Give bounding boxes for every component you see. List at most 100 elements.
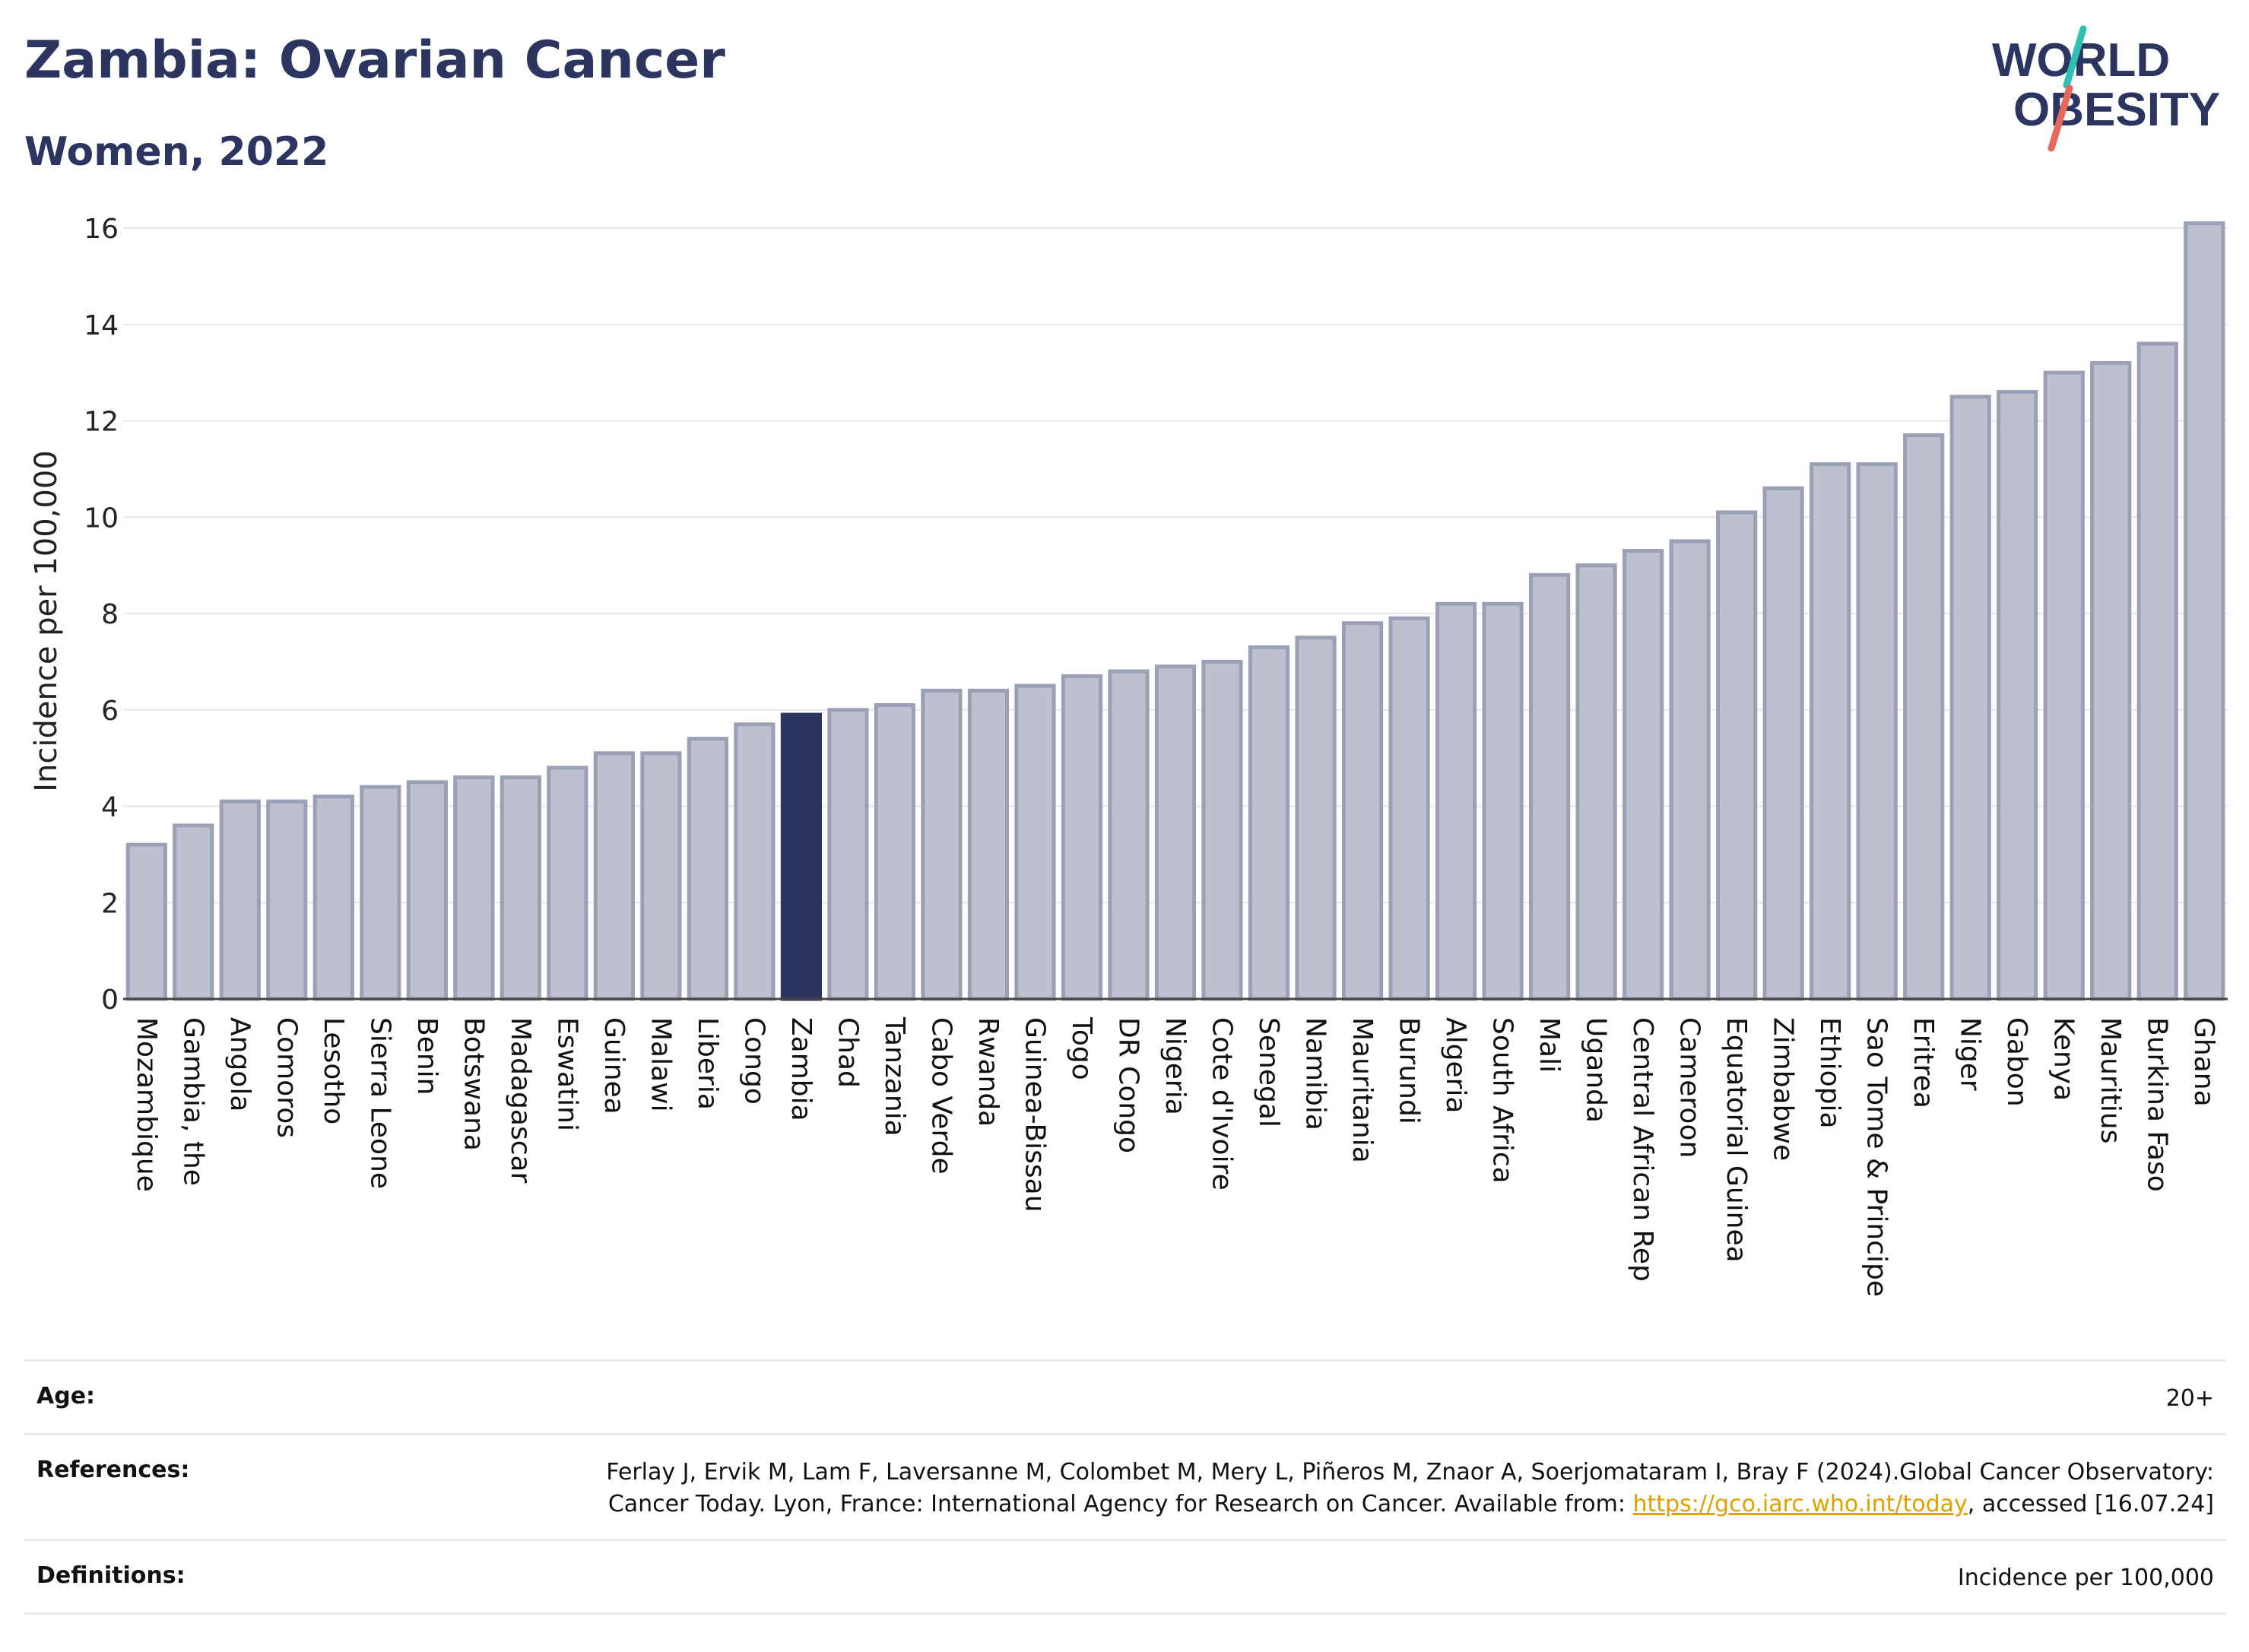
x-tick-label: South Africa: [1487, 1017, 1518, 1184]
footer-definitions-row: Definitions: Incidence per 100,000: [24, 1539, 2226, 1615]
x-tick-label: Ghana: [2188, 1017, 2219, 1107]
x-tick-label: Cameroon: [1674, 1017, 1705, 1158]
x-tick-label: Chad: [832, 1017, 863, 1088]
x-tick-label: Nigeria: [1159, 1017, 1191, 1115]
bar: [967, 688, 1010, 1001]
x-tick-label: Guinea: [598, 1017, 630, 1115]
bar: [219, 799, 261, 1001]
y-axis-label: Incidence per 100,000: [29, 450, 64, 792]
bar: [874, 702, 916, 1001]
bar: [1248, 645, 1290, 1001]
x-tick-label: Lesotho: [318, 1017, 349, 1124]
chart-footer: Age: 20+ References: Ferlay J, Ervik M, …: [24, 1359, 2226, 1615]
references-suffix: , accessed [16.07.24]: [1967, 1491, 2214, 1517]
x-tick-label: Ethiopia: [1814, 1017, 1845, 1129]
bar: [1669, 539, 1711, 1001]
bar: [1903, 433, 1945, 1001]
bar: [266, 799, 308, 1001]
bar: [2184, 221, 2225, 1001]
bar: [2090, 360, 2132, 1001]
x-tick-label: Central African Rep: [1627, 1017, 1658, 1282]
bar: [1388, 616, 1430, 1001]
chart-subtitle: Women, 2022: [24, 129, 329, 175]
x-tick-label: Kenya: [2048, 1017, 2079, 1101]
bar: [1108, 669, 1150, 1001]
x-tick-label: Mauritania: [1347, 1017, 1378, 1163]
bar: [1482, 601, 1524, 1001]
x-tick-label: Mozambique: [131, 1017, 162, 1192]
age-value: 20+: [2165, 1385, 2214, 1412]
bar: [921, 688, 963, 1001]
bar: [1435, 601, 1477, 1001]
x-tick-label: Namibia: [1300, 1017, 1331, 1130]
x-tick-label: Algeria: [1440, 1017, 1471, 1114]
y-tick-label: 14: [84, 310, 119, 341]
bar-chart: 0 2 4 6 8 10 12 14 16 Incidence per 100,000 Mozamb…: [29, 214, 2228, 1297]
definitions-label: Definitions:: [36, 1562, 186, 1589]
x-tick-label: Guinea-Bissau: [1019, 1017, 1050, 1213]
x-tick-label: Burundi: [1394, 1017, 1425, 1124]
footer-references-row: References: Ferlay J, Ervik M, Lam F, La…: [24, 1433, 2226, 1539]
x-tick-label: Comoros: [271, 1017, 302, 1138]
bar: [1061, 674, 1103, 1001]
x-tick-label: Madagascar: [505, 1017, 536, 1184]
bar: [1341, 621, 1384, 1001]
x-tick-label: DR Congo: [1112, 1017, 1144, 1153]
y-tick-label: 8: [101, 599, 119, 630]
references-label: References:: [36, 1457, 190, 1483]
x-tick-label: Mali: [1534, 1017, 1565, 1073]
x-tick-label: Cabo Verde: [925, 1017, 956, 1175]
bar: [453, 775, 495, 1001]
x-tick-label: Niger: [1955, 1017, 1986, 1091]
x-tick-label: Mauritius: [2095, 1017, 2126, 1143]
bar: [312, 794, 354, 1001]
x-tick-label: Gabon: [2001, 1017, 2032, 1107]
bar: [547, 766, 588, 1001]
x-tick-label: Zambia: [785, 1017, 817, 1121]
bar: [640, 751, 682, 1001]
logo-slash-red: [2048, 84, 2073, 152]
bar: [1997, 389, 2038, 1001]
x-tick-label: Sierra Leone: [364, 1017, 395, 1189]
bar: [1762, 486, 1804, 1001]
bar: [1949, 395, 1991, 1001]
bar: [500, 775, 541, 1001]
x-tick-label: Botswana: [458, 1017, 489, 1151]
chart-title: Zambia: Ovarian Cancer: [24, 30, 725, 90]
bar: [173, 823, 214, 1001]
bar: [1856, 462, 1898, 1001]
x-tick-label: Angola: [224, 1017, 255, 1111]
x-tick-label: Benin: [411, 1017, 443, 1095]
x-tick-label: Togo: [1066, 1016, 1097, 1080]
x-tick-label: Rwanda: [972, 1017, 1004, 1127]
bar: [1528, 572, 1571, 1001]
x-tick-label: Burkina Faso: [2142, 1017, 2173, 1192]
world-obesity-logo: WORLD OBESITY: [1992, 25, 2220, 152]
bar: [1014, 683, 1056, 1001]
references-text: Ferlay J, Ervik M, Lam F, Laversanne M, …: [606, 1459, 2214, 1517]
bar: [1201, 659, 1243, 1001]
x-tick-label: Equatorial Guinea: [1721, 1017, 1752, 1263]
age-label: Age:: [36, 1383, 96, 1409]
logo-line2: OBESITY: [2013, 84, 2220, 136]
references-link[interactable]: https://gco.iarc.who.int/today: [1632, 1491, 1968, 1517]
y-tick-label: 16: [84, 214, 119, 245]
x-tick-label: Gambia, the: [177, 1017, 208, 1186]
y-tick-label: 4: [101, 792, 119, 823]
y-tick-label: 2: [101, 888, 119, 919]
x-tick-label: Tanzania: [879, 1016, 910, 1137]
bar: [360, 785, 401, 1001]
x-tick-label: Eswatini: [551, 1017, 582, 1131]
y-tick-label: 0: [101, 985, 119, 1016]
bar-highlighted: [780, 712, 823, 1001]
definitions-value: Incidence per 100,000: [1957, 1565, 2214, 1591]
bar: [125, 842, 167, 1001]
y-tick-label: 12: [84, 407, 119, 438]
bar: [1295, 636, 1337, 1001]
x-tick-label: Congo: [738, 1017, 769, 1105]
bar: [406, 780, 448, 1001]
bar: [1575, 563, 1617, 1001]
footer-age-row: Age: 20+: [24, 1359, 2226, 1433]
x-tick-label: Uganda: [1581, 1017, 1612, 1123]
x-tick-label: Zimbabwe: [1768, 1017, 1799, 1161]
